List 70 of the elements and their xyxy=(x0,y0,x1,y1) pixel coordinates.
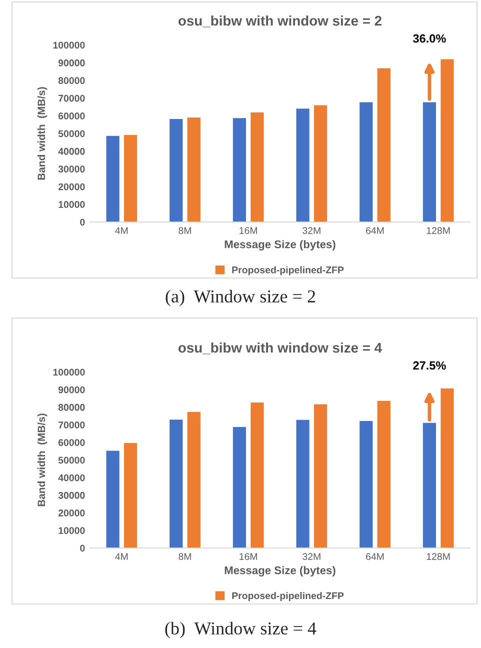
bar xyxy=(376,67,392,222)
y-tick-label: 60000 xyxy=(58,439,85,446)
x-tick-label: 16M xyxy=(240,553,257,560)
y-axis-title: Band width (MB/s) xyxy=(37,87,48,180)
bar xyxy=(313,104,328,222)
x-tick-label: 32M xyxy=(302,227,320,234)
y-tick-label: 80000 xyxy=(58,77,85,84)
y-tick-label: 70000 xyxy=(58,94,85,102)
y-axis-title: Band width (MB/s) xyxy=(37,414,48,506)
text: 27.5% xyxy=(413,361,446,370)
bar xyxy=(186,411,202,548)
y-tick-label: 20000 xyxy=(58,183,85,190)
y-tick-label: 10000 xyxy=(58,201,85,208)
y-tick-label: 10000 xyxy=(58,527,85,534)
y-tick-label: 50000 xyxy=(58,456,85,464)
x-axis-title: Message Size (bytes) xyxy=(224,566,336,576)
x-tick-label: 16M xyxy=(240,227,257,234)
chart-title: osu_bibw with window size = 4 xyxy=(178,342,382,354)
y-tick-label: 30000 xyxy=(58,166,85,173)
bar xyxy=(232,426,247,548)
x-tick-label: 64M xyxy=(366,553,384,560)
bar xyxy=(422,101,437,222)
x-tick-label: 8M xyxy=(178,553,191,560)
legend-label: Proposed-pipelined-ZFP xyxy=(232,592,344,602)
bar xyxy=(440,388,455,548)
y-tick-label: 80000 xyxy=(58,404,85,411)
bar xyxy=(168,118,184,222)
bar xyxy=(186,116,202,222)
bar xyxy=(123,134,138,222)
y-tick-label: 50000 xyxy=(58,130,85,138)
x-tick-label: 128M xyxy=(426,227,450,234)
y-tick-label: 100000 xyxy=(53,42,85,49)
text: 36.0% xyxy=(413,34,446,43)
bar xyxy=(123,442,138,548)
x-tick-label: 128M xyxy=(426,553,450,560)
y-tick-label: 60000 xyxy=(58,112,85,120)
bar xyxy=(295,419,310,548)
bar xyxy=(422,422,437,548)
bar xyxy=(105,135,120,222)
y-tick-label: 0 xyxy=(80,544,85,552)
bar xyxy=(358,101,374,222)
chart-title: osu_bibw with window size = 2 xyxy=(178,15,382,28)
x-tick-label: 8M xyxy=(178,227,191,234)
bar xyxy=(232,117,247,222)
y-tick-label: 100000 xyxy=(53,368,85,376)
y-tick-label: 40000 xyxy=(58,148,85,155)
y-tick-label: 0 xyxy=(80,218,85,226)
bar xyxy=(105,450,120,548)
x-tick-label: 4M xyxy=(115,553,128,560)
bar xyxy=(440,58,455,222)
y-tick-label: 30000 xyxy=(58,492,85,499)
bar xyxy=(358,420,374,548)
x-tick-label: 32M xyxy=(302,553,320,560)
bar xyxy=(376,400,392,548)
bar xyxy=(168,418,184,548)
bar xyxy=(295,108,310,222)
text: (b) Window size = 4 xyxy=(165,622,316,638)
bar xyxy=(313,403,328,548)
legend-label: Proposed-pipelined-ZFP xyxy=(232,266,344,276)
bar xyxy=(250,402,265,548)
y-tick-label: 40000 xyxy=(58,474,85,482)
x-tick-label: 4M xyxy=(115,227,128,234)
y-tick-label: 90000 xyxy=(58,59,85,66)
text: (a) Window size = 2 xyxy=(166,290,316,306)
bar xyxy=(250,111,265,222)
y-tick-label: 90000 xyxy=(58,386,85,394)
y-tick-label: 20000 xyxy=(58,510,85,516)
y-tick-label: 70000 xyxy=(58,422,85,428)
x-axis-title: Message Size (bytes) xyxy=(224,240,336,250)
x-tick-label: 64M xyxy=(366,227,384,234)
